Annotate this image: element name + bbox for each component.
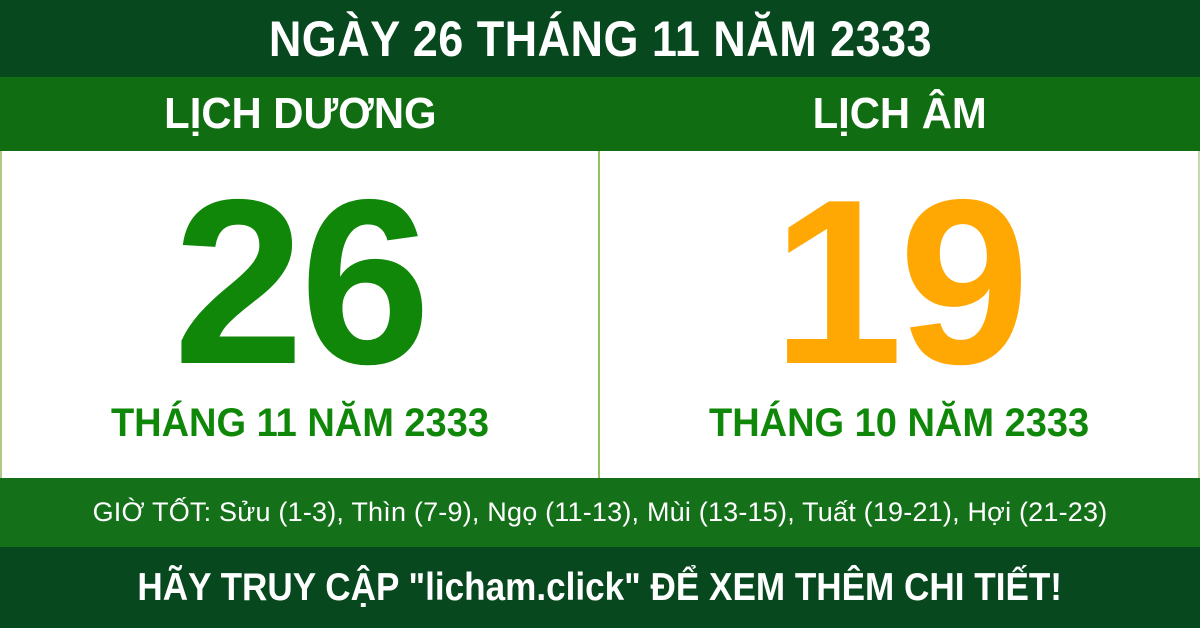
solar-header-label: LỊCH DƯƠNG: [163, 89, 437, 138]
lunar-day-area: 19: [600, 151, 1198, 401]
lunar-day-number: 19: [772, 150, 1029, 414]
calendar-panels: 26 THÁNG 11 NĂM 2333 19 THÁNG 10 NĂM 233…: [0, 151, 1200, 478]
solar-header: LỊCH DƯƠNG: [0, 77, 600, 151]
solar-panel: 26 THÁNG 11 NĂM 2333: [2, 151, 600, 478]
footer-cta-text: HÃY TRUY CẬP "licham.click" ĐỂ XEM THÊM …: [137, 565, 1063, 609]
page-title: NGÀY 26 THÁNG 11 NĂM 2333: [268, 10, 932, 67]
solar-day-area: 26: [2, 151, 598, 401]
solar-month-year: THÁNG 11 NĂM 2333: [110, 401, 490, 445]
top-title-bar: NGÀY 26 THÁNG 11 NĂM 2333: [0, 0, 1200, 77]
lunar-header: LỊCH ÂM: [600, 77, 1200, 151]
calendar-header-band: LỊCH DƯƠNG LỊCH ÂM: [0, 77, 1200, 151]
lunar-panel: 19 THÁNG 10 NĂM 2333: [600, 151, 1198, 478]
solar-day-number: 26: [173, 150, 430, 414]
footer-bar: HÃY TRUY CẬP "licham.click" ĐỂ XEM THÊM …: [0, 547, 1200, 628]
good-hours-bar: GIỜ TỐT: Sửu (1-3), Thìn (7-9), Ngọ (11-…: [0, 478, 1200, 547]
lunar-header-label: LỊCH ÂM: [812, 89, 988, 138]
lunar-month-year: THÁNG 10 NĂM 2333: [708, 401, 1090, 445]
good-hours-text: GIỜ TỐT: Sửu (1-3), Thìn (7-9), Ngọ (11-…: [92, 497, 1108, 527]
